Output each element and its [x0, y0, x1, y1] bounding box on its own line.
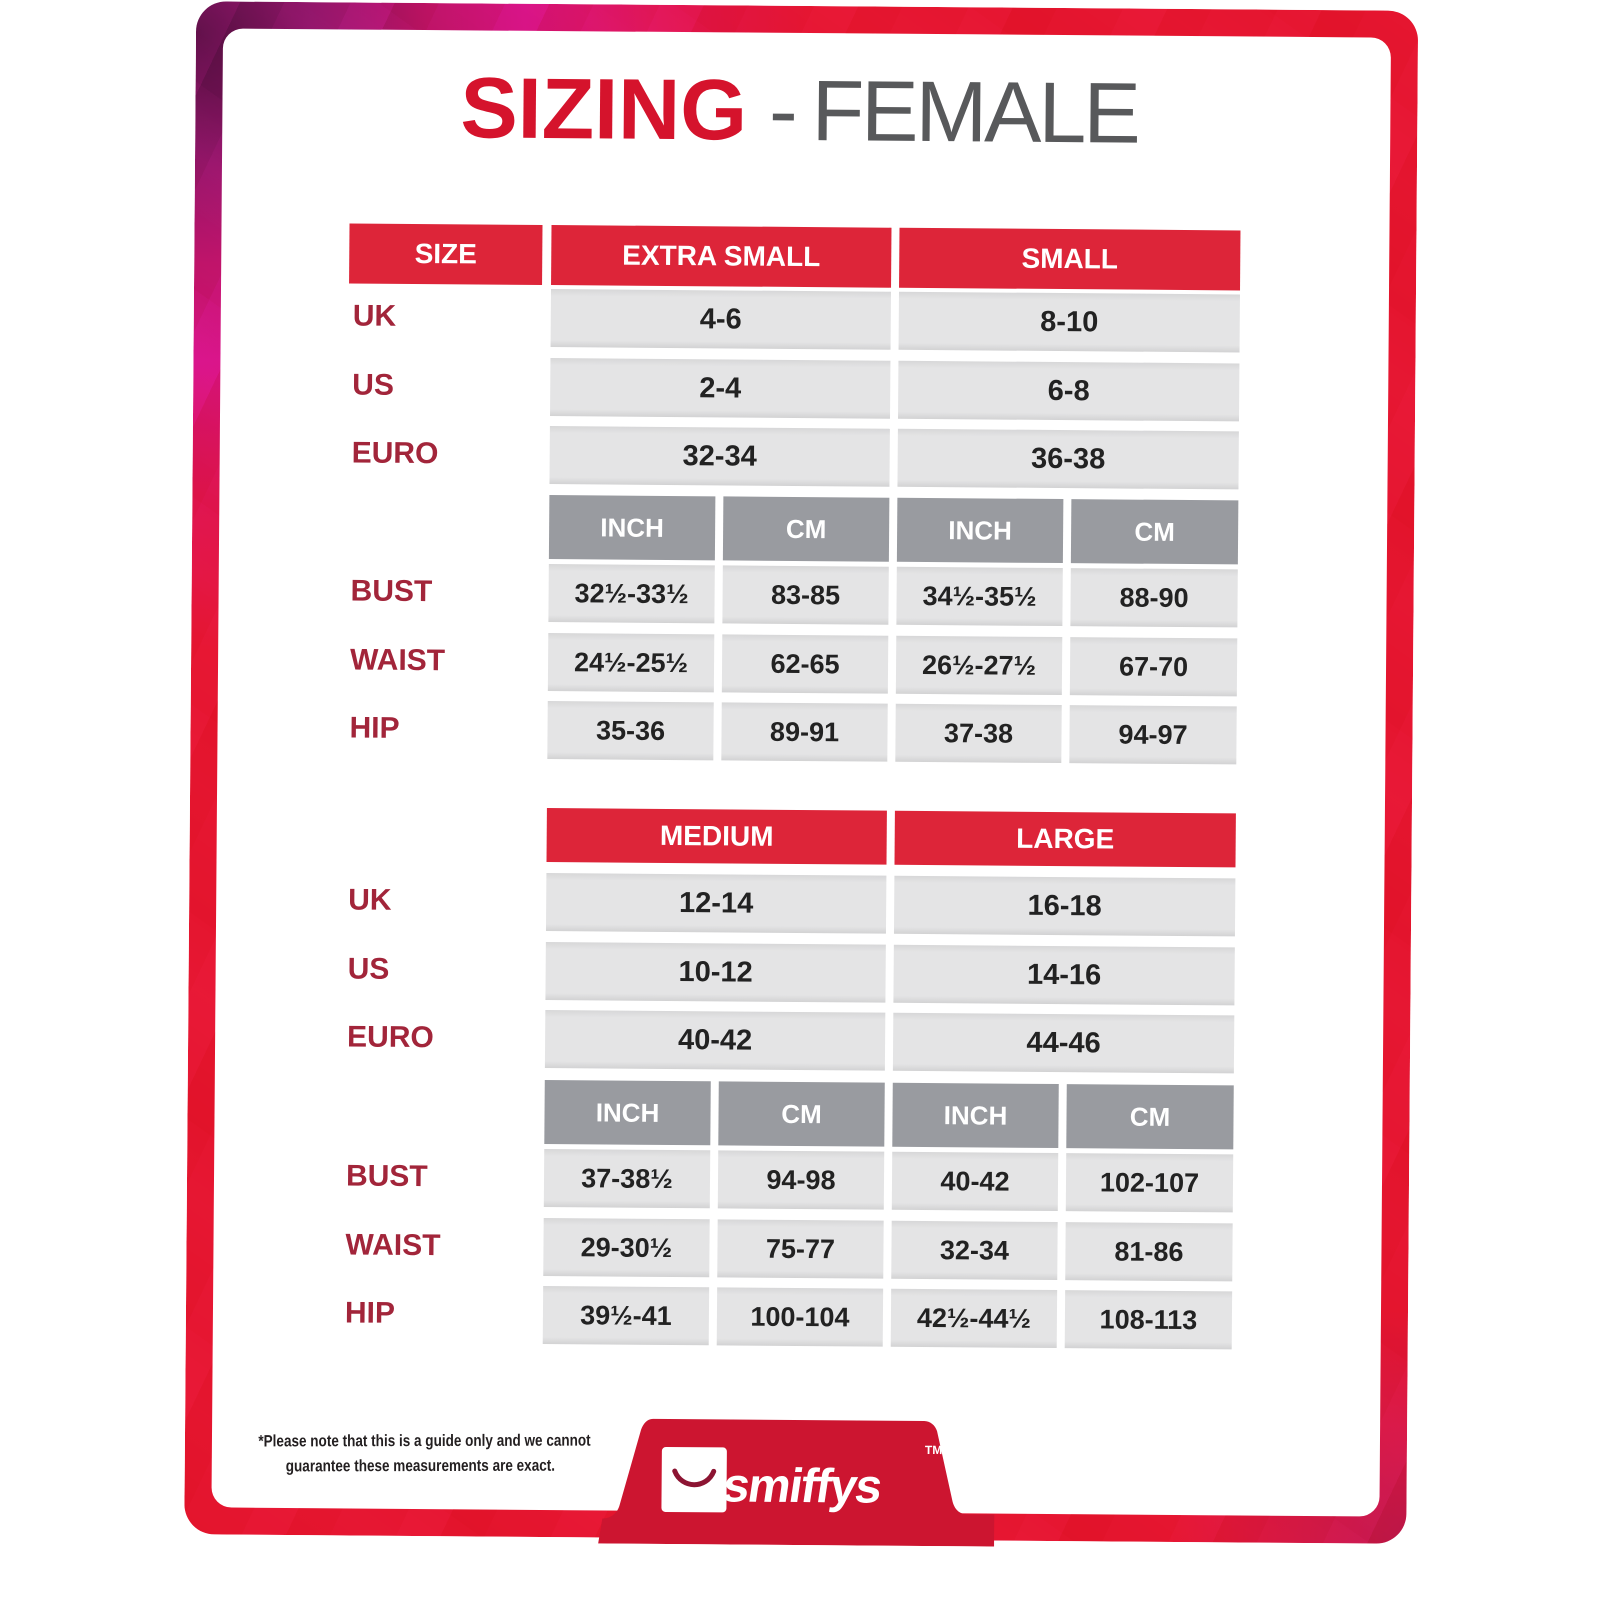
svg-text:smiffys: smiffys [719, 1459, 884, 1514]
svg-text:TM: TM [925, 1443, 942, 1457]
